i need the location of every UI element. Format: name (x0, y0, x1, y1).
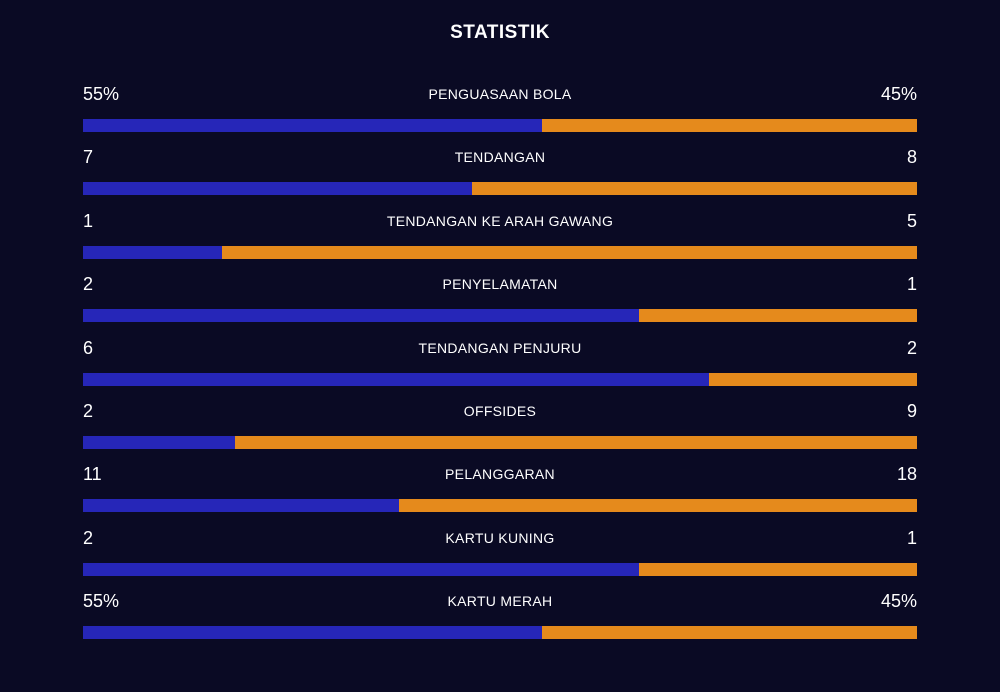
away-value: 45% (880, 591, 917, 612)
comparison-bar (83, 245, 917, 259)
home-value: 1 (83, 210, 94, 231)
home-bar-fill (83, 372, 709, 386)
comparison-bar (83, 499, 917, 513)
stat-label: KARTU KUNING (445, 529, 555, 546)
away-bar-fill (639, 309, 917, 323)
stat-row: 2 PENYELAMATAN 1 (83, 269, 917, 332)
home-bar-fill (83, 182, 473, 196)
home-value: 2 (83, 274, 94, 295)
comparison-bar (83, 182, 917, 196)
away-value: 1 (906, 527, 917, 548)
home-bar-fill (83, 309, 640, 323)
away-bar-fill (472, 182, 917, 196)
stat-row: 11 PELANGGARAN 18 (83, 459, 917, 522)
home-bar-fill (83, 245, 223, 259)
away-bar-fill (541, 626, 917, 640)
stat-row: 7 TENDANGAN 8 (83, 142, 917, 205)
away-value: 45% (880, 84, 917, 104)
stats-list: 55% PENGUASAAN BOLA 45% 7 TENDANGAN 8 1 … (83, 79, 917, 650)
stat-row: 55% KARTU MERAH 45% (83, 586, 917, 649)
away-value: 2 (906, 337, 917, 358)
away-bar-fill (222, 245, 917, 259)
home-value: 7 (83, 147, 94, 168)
away-value: 9 (906, 400, 917, 421)
comparison-bar (83, 119, 917, 132)
comparison-bar (83, 562, 917, 576)
home-value: 6 (83, 337, 94, 358)
stat-label: PELANGGARAN (445, 466, 555, 483)
stat-row: 6 TENDANGAN PENJURU 2 (83, 333, 917, 396)
away-bar-fill (541, 119, 917, 132)
stat-label: OFFSIDES (463, 402, 537, 419)
home-value: 55% (83, 591, 120, 612)
home-bar-fill (83, 499, 400, 513)
away-bar-fill (399, 499, 917, 513)
away-value: 8 (906, 147, 917, 168)
comparison-bar (83, 435, 917, 449)
comparison-bar (83, 309, 917, 323)
home-bar-fill (83, 119, 542, 132)
comparison-bar (83, 372, 917, 386)
away-value: 5 (906, 210, 917, 231)
stat-row: 1 TENDANGAN KE ARAH GAWANG 5 (83, 206, 917, 269)
stat-row: 55% PENGUASAAN BOLA 45% (83, 79, 917, 142)
stat-label: PENGUASAAN BOLA (428, 86, 572, 102)
away-value: 1 (906, 274, 917, 295)
home-value: 11 (83, 464, 102, 485)
comparison-bar (83, 626, 917, 640)
stat-row: 2 OFFSIDES 9 (83, 396, 917, 459)
away-bar-fill (639, 562, 917, 576)
stat-label: TENDANGAN (454, 149, 546, 166)
home-bar-fill (83, 562, 640, 576)
home-bar-fill (83, 626, 542, 640)
stat-label: KARTU MERAH (447, 593, 553, 610)
stat-label: PENYELAMATAN (442, 276, 558, 293)
home-value: 2 (83, 400, 94, 421)
home-value: 55% (83, 84, 120, 104)
stat-label: TENDANGAN PENJURU (418, 339, 582, 356)
away-bar-fill (708, 372, 917, 386)
stat-label: TENDANGAN KE ARAH GAWANG (386, 212, 614, 229)
home-bar-fill (83, 435, 235, 449)
stat-row: 2 KARTU KUNING 1 (83, 523, 917, 586)
page-title: STATISTIK (450, 22, 550, 43)
away-bar-fill (234, 435, 917, 449)
away-value: 18 (896, 464, 917, 485)
home-value: 2 (83, 527, 94, 548)
